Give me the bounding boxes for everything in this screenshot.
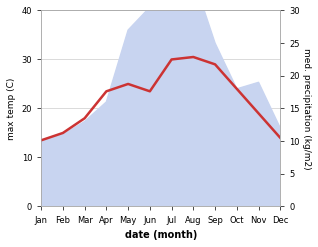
Y-axis label: med. precipitation (kg/m2): med. precipitation (kg/m2) — [302, 48, 311, 169]
X-axis label: date (month): date (month) — [125, 230, 197, 240]
Y-axis label: max temp (C): max temp (C) — [7, 77, 16, 140]
